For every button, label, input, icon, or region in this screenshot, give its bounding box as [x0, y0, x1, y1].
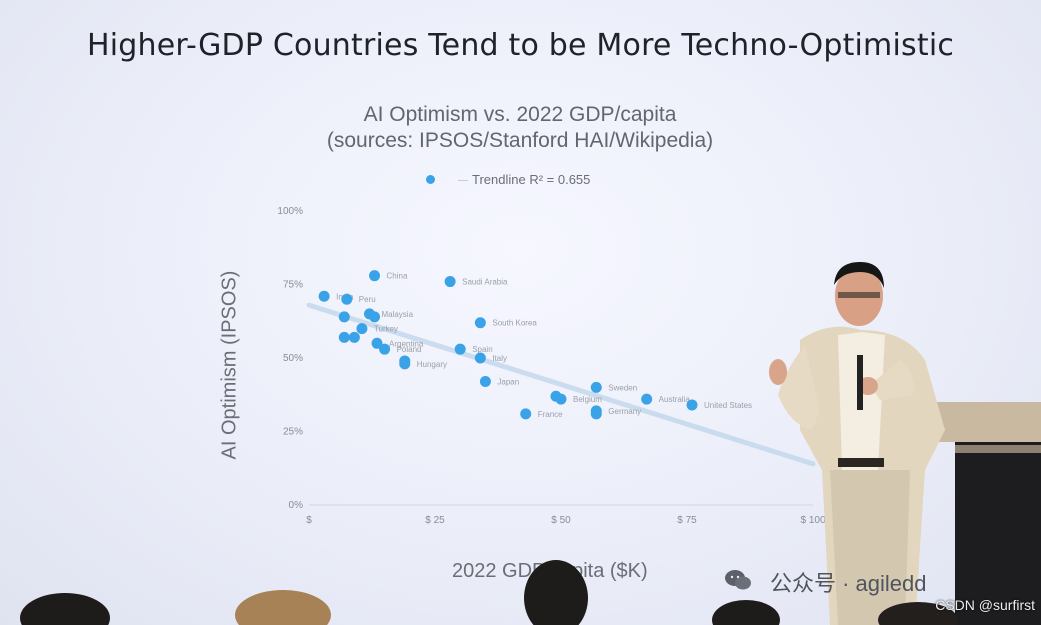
data-point: [474, 352, 486, 364]
data-point: [341, 293, 353, 305]
data-point-label: Turkey: [374, 325, 398, 334]
chart-title-block: AI Optimism vs. 2022 GDP/capita (sources…: [230, 102, 810, 154]
data-point: [356, 323, 368, 335]
data-point: [555, 393, 567, 405]
y-tick-label: 50%: [283, 353, 303, 364]
x-tick-label: $ 75: [677, 515, 697, 526]
data-point-label: Poland: [397, 345, 422, 354]
data-point-label: South Korea: [492, 319, 537, 328]
data-point-label: Italy: [492, 354, 507, 363]
data-point: [318, 290, 330, 302]
x-tick-label: $ 25: [425, 515, 445, 526]
data-point: [369, 270, 381, 282]
data-point: [338, 311, 350, 323]
data-point: [641, 393, 653, 405]
data-point-label: Peru: [359, 295, 376, 304]
data-point: [444, 276, 456, 288]
legend-marker-dot: [426, 175, 435, 184]
data-point: [686, 399, 698, 411]
data-point: [379, 343, 391, 355]
chart-title: AI Optimism vs. 2022 GDP/capita: [363, 103, 677, 126]
data-point-label: Hungary: [417, 360, 447, 369]
data-point-label: China: [387, 272, 408, 281]
data-point: [474, 317, 486, 329]
data-point: [369, 311, 381, 323]
y-tick-label: 25%: [283, 427, 303, 438]
data-point-label: Belgium: [573, 395, 602, 404]
data-point-label: Saudi Arabia: [462, 278, 508, 287]
data-point: [371, 337, 383, 349]
x-tick-label: $ 50: [551, 515, 571, 526]
data-point: [479, 376, 491, 388]
data-point-label: Spain: [472, 345, 492, 354]
data-point: [590, 408, 602, 420]
x-tick-label: $: [306, 515, 312, 526]
data-point-label: Sweden: [608, 383, 637, 392]
y-tick-label: 0%: [289, 500, 304, 511]
data-point-label: Argentina: [389, 339, 424, 348]
data-point-label: Japan: [497, 378, 519, 387]
chart-subtitle: (sources: IPSOS/Stanford HAI/Wikipedia): [326, 129, 714, 152]
data-point: [590, 381, 602, 393]
data-point-label: Malaysia: [381, 310, 413, 319]
y-tick-label: 75%: [283, 280, 303, 291]
legend-trendline-swatch: [458, 180, 468, 181]
data-point: [520, 408, 532, 420]
watermark-text: 公众号 · agiledd: [770, 571, 927, 596]
slide-title: Higher-GDP Countries Tend to be More Tec…: [86, 28, 955, 63]
data-point: [454, 343, 466, 355]
data-point-label: Germany: [608, 407, 641, 416]
wechat-icon: [725, 570, 751, 590]
x-tick-label: $ 100: [800, 515, 825, 526]
data-point: [399, 355, 411, 367]
trendline: [306, 302, 816, 467]
data-point: [348, 331, 360, 343]
data-point-label: United States: [704, 401, 752, 410]
data-point: [338, 331, 350, 343]
y-tick-label: 100%: [277, 206, 303, 217]
credit-text: CSDN @surfirst: [935, 597, 1035, 613]
data-point-label: France: [538, 410, 563, 419]
data-point-label: Australia: [659, 395, 691, 404]
legend-trendline-label: Trendline R² = 0.655: [472, 172, 591, 187]
